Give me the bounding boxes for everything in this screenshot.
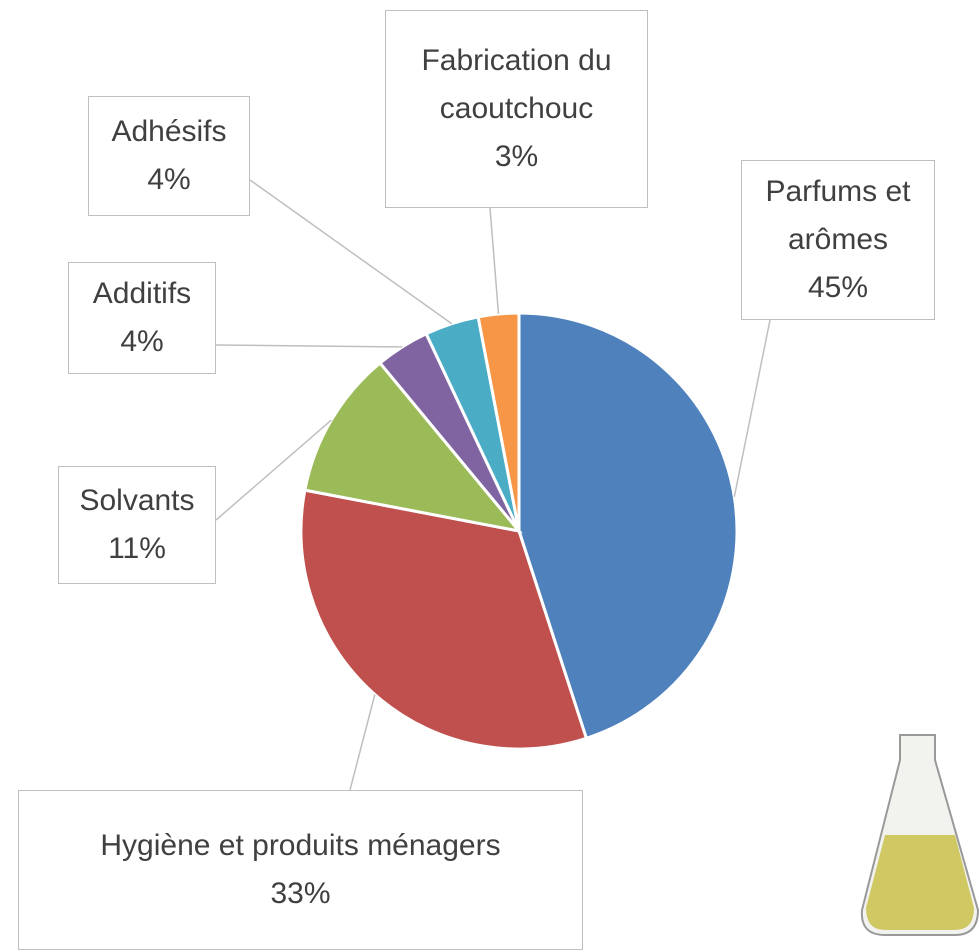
leader-line bbox=[350, 695, 375, 790]
value-label: 3% bbox=[495, 133, 538, 181]
value-label: 33% bbox=[270, 870, 330, 918]
category-label: Additifs bbox=[93, 270, 191, 318]
page: (() => { const data = JSON.parse(documen… bbox=[0, 0, 979, 952]
value-label: 45% bbox=[808, 264, 868, 312]
leader-line bbox=[734, 320, 770, 497]
leader-line bbox=[216, 345, 402, 347]
value-label: 4% bbox=[147, 156, 190, 204]
flask-illustration bbox=[862, 735, 978, 935]
category-label: Fabrication du caoutchouc bbox=[394, 37, 639, 133]
leader-line bbox=[490, 208, 498, 314]
category-label: Parfums et arômes bbox=[750, 168, 926, 264]
value-label: 11% bbox=[108, 525, 166, 573]
category-label: Hygiène et produits ménagers bbox=[100, 822, 500, 870]
category-label: Solvants bbox=[79, 477, 194, 525]
category-label: Adhésifs bbox=[111, 108, 226, 156]
value-label: 4% bbox=[120, 318, 163, 366]
